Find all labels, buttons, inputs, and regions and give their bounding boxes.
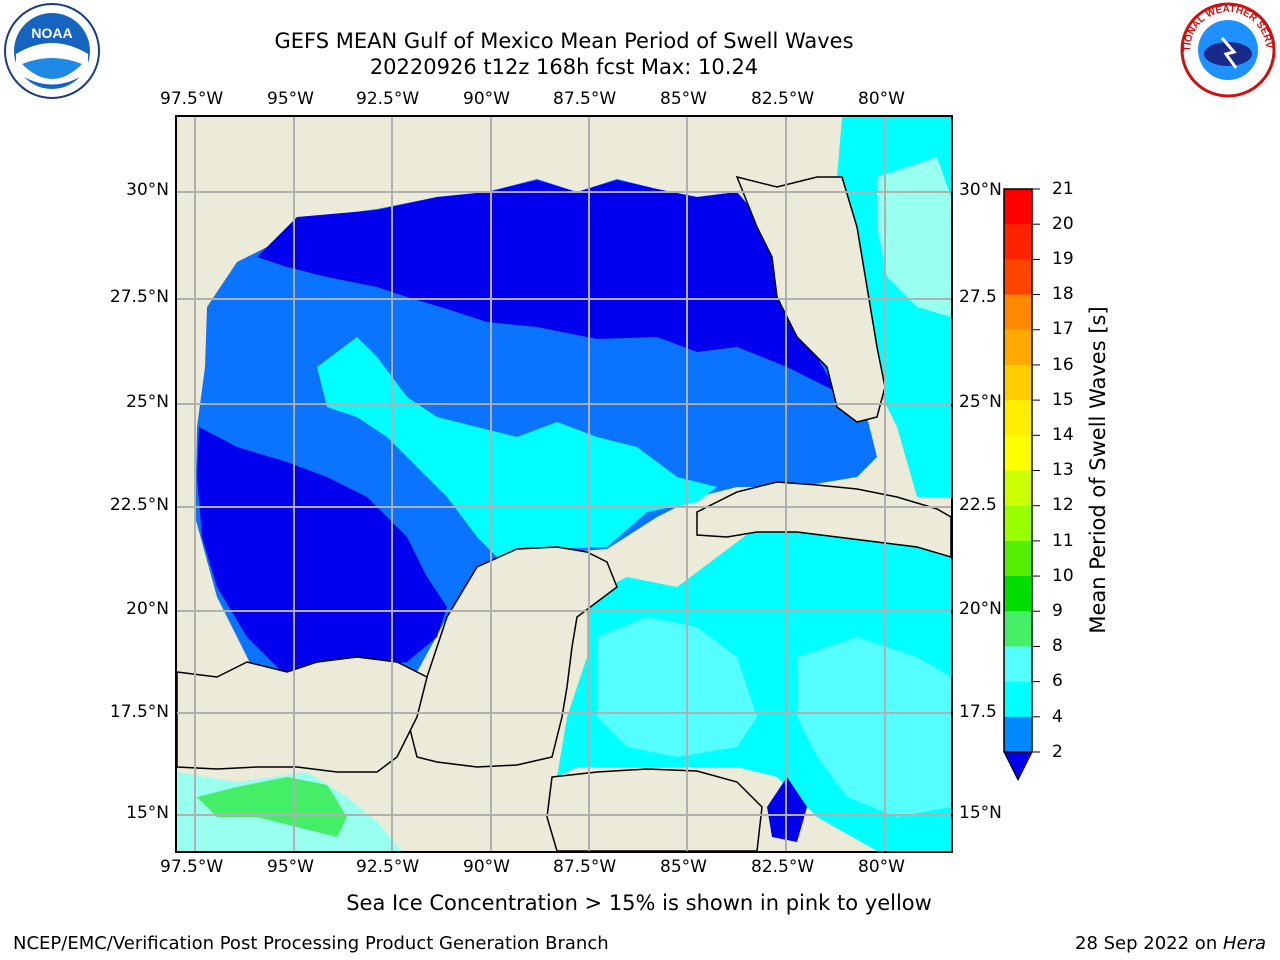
cuba-land bbox=[696, 481, 951, 558]
colorbar-tick: 9 bbox=[1052, 601, 1063, 621]
lat-label-left: 27.5°N bbox=[109, 287, 169, 307]
map-canvas bbox=[177, 117, 951, 851]
colorbar-tick: 14 bbox=[1052, 425, 1074, 445]
lon-label-top: 85°W bbox=[660, 89, 707, 109]
lon-label-bottom: 97.5°W bbox=[160, 857, 224, 877]
lat-label-left: 25°N bbox=[126, 392, 169, 412]
lat-label-left: 22.5°N bbox=[109, 495, 169, 515]
lon-label-top: 92.5°W bbox=[356, 89, 420, 109]
lat-label-left: 30°N bbox=[126, 180, 169, 200]
lat-label-right: 20°N bbox=[959, 599, 1002, 619]
colorbar-tick: 6 bbox=[1052, 671, 1063, 691]
central-america-land bbox=[177, 656, 428, 773]
lon-label-top: 95°W bbox=[267, 89, 314, 109]
colorbar-extension bbox=[1003, 751, 1033, 782]
colorbar-segment bbox=[1004, 189, 1032, 225]
lon-label-top: 90°W bbox=[463, 89, 510, 109]
colorbar-tick: 21 bbox=[1052, 179, 1074, 199]
lat-label-left: 20°N bbox=[126, 599, 169, 619]
caribbean-light-patch bbox=[797, 637, 951, 817]
lat-label-left: 15°N bbox=[126, 803, 169, 823]
colorbar-segment bbox=[1004, 470, 1032, 507]
lon-label-top: 87.5°W bbox=[553, 89, 617, 109]
caribbean-light-patch bbox=[597, 617, 757, 757]
lon-label-bottom: 82.5°W bbox=[751, 857, 815, 877]
colorbar-tick: 16 bbox=[1052, 355, 1074, 375]
lon-label-top: 97.5°W bbox=[160, 89, 224, 109]
colorbar-tick: 10 bbox=[1052, 566, 1074, 586]
colorbar-segment bbox=[1004, 576, 1032, 612]
noaa-logo-icon: NOAA bbox=[2, 2, 102, 100]
graticule bbox=[177, 117, 951, 851]
colorbar-tick: 17 bbox=[1052, 319, 1074, 339]
lon-label-bottom: 80°W bbox=[858, 857, 905, 877]
colorbar-tick: 12 bbox=[1052, 495, 1074, 515]
central-cyan-band bbox=[317, 337, 717, 557]
colorbar-tick: 2 bbox=[1052, 742, 1063, 762]
lon-label-bottom: 87.5°W bbox=[553, 857, 617, 877]
map-subtitle: 20220926 t12z 168h fcst Max: 10.24 bbox=[369, 55, 759, 79]
lat-label-right: 25°N bbox=[959, 392, 1002, 412]
colorbar-segment bbox=[1004, 329, 1032, 366]
colorbar-segment bbox=[1004, 611, 1032, 647]
lat-label-right: 17.5 bbox=[959, 702, 997, 722]
colorbar-tick: 4 bbox=[1052, 707, 1063, 727]
colorbar-segment bbox=[1004, 540, 1032, 577]
colorbar-segment bbox=[1004, 224, 1032, 260]
colorbar-tick: 11 bbox=[1052, 531, 1074, 551]
colorbar-segment bbox=[1004, 646, 1032, 683]
colorbar-segment bbox=[1004, 400, 1032, 436]
lat-label-left: 17.5°N bbox=[109, 702, 169, 722]
colorbar-segment bbox=[1004, 505, 1032, 542]
colorbar-segment bbox=[1004, 364, 1032, 401]
colorbar-tick: 15 bbox=[1052, 390, 1074, 410]
colorbar-tick: 18 bbox=[1052, 284, 1074, 304]
footer-machine: Hera bbox=[1222, 933, 1266, 954]
atlantic-light-patch bbox=[877, 157, 951, 317]
colorbar-segment bbox=[1004, 681, 1032, 718]
map-title: GEFS MEAN Gulf of Mexico Mean Period of … bbox=[274, 29, 854, 53]
colorbar bbox=[1003, 188, 1040, 782]
colorbar-graphic bbox=[1003, 188, 1040, 782]
lat-label-right: 22.5 bbox=[959, 495, 997, 515]
colorbar-segment bbox=[1004, 716, 1032, 753]
footer-date: 28 Sep 2022 on Hera bbox=[1075, 933, 1266, 954]
colorbar-tick: 8 bbox=[1052, 636, 1063, 656]
sea-ice-note: Sea Ice Concentration > 15% is shown in … bbox=[346, 891, 932, 915]
map-panel bbox=[175, 115, 953, 853]
north-gulf-dark-band bbox=[257, 180, 837, 392]
colorbar-segment bbox=[1004, 259, 1032, 296]
noaa-logo-text: NOAA bbox=[31, 25, 72, 41]
colorbar-label: Mean Period of Swell Waves [s] bbox=[1086, 306, 1110, 634]
bay-of-campeche-dark bbox=[197, 427, 447, 677]
lat-label-right: 15°N bbox=[959, 803, 1002, 823]
colorbar-tick: 13 bbox=[1052, 460, 1074, 480]
lat-label-right: 30°N bbox=[959, 180, 1002, 200]
lon-label-bottom: 90°W bbox=[463, 857, 510, 877]
lon-label-bottom: 95°W bbox=[267, 857, 314, 877]
footer-credit: NCEP/EMC/Verification Post Processing Pr… bbox=[13, 933, 609, 954]
lon-label-bottom: 85°W bbox=[660, 857, 707, 877]
lat-label-right: 27.5 bbox=[959, 287, 997, 307]
lon-label-bottom: 92.5°W bbox=[356, 857, 420, 877]
honduras-land bbox=[546, 768, 763, 851]
nws-logo-icon: NATIONAL WEATHER SERVICE bbox=[1174, 0, 1278, 98]
lon-label-top: 80°W bbox=[858, 89, 905, 109]
colorbar-tick: 19 bbox=[1052, 249, 1074, 269]
lon-label-top: 82.5°W bbox=[751, 89, 815, 109]
colorbar-segment bbox=[1004, 294, 1032, 331]
colorbar-segment bbox=[1004, 435, 1032, 471]
colorbar-tick: 20 bbox=[1052, 214, 1074, 234]
pacific-green-patch bbox=[197, 777, 347, 837]
footer-date-text: 28 Sep 2022 on bbox=[1075, 933, 1223, 954]
